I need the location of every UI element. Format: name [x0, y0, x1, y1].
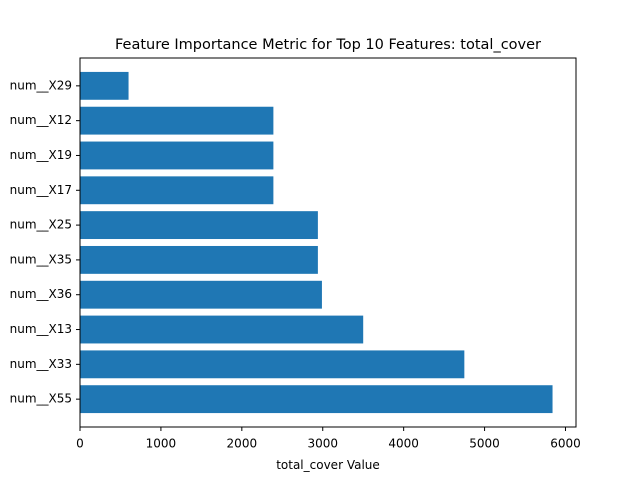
- x-tick-label: 6000: [550, 437, 581, 451]
- chart-title: Feature Importance Metric for Top 10 Fea…: [115, 37, 541, 53]
- x-tick-label: 1000: [146, 437, 177, 451]
- bar-num--x13: [80, 315, 364, 344]
- bar-num--x17: [80, 176, 274, 205]
- x-axis: 0 1000 2000 3000 4000 5000 6000: [76, 427, 581, 451]
- y-tick-label: num__X29: [10, 78, 72, 92]
- y-tick-label: num__X36: [10, 287, 72, 301]
- x-tick-label: 5000: [469, 437, 500, 451]
- bar-num--x12: [80, 106, 274, 135]
- y-tick-label: num__X25: [10, 218, 72, 232]
- x-tick-label: 0: [76, 437, 84, 451]
- x-axis-label: total_cover Value: [276, 458, 380, 472]
- y-tick-label: num__X17: [10, 183, 72, 197]
- x-tick-label: 3000: [307, 437, 338, 451]
- y-tick-label: num__X19: [10, 148, 72, 162]
- y-tick-label: num__X35: [10, 252, 72, 266]
- bar-num--x36: [80, 280, 322, 309]
- bar-num--x55: [80, 385, 553, 414]
- plot-frame: [79, 57, 577, 428]
- x-tick-label: 4000: [388, 437, 419, 451]
- bar-num--x33: [80, 350, 465, 379]
- bar-num--x19: [80, 141, 274, 170]
- bar-num--x25: [80, 211, 318, 240]
- y-tick-label: num__X12: [10, 113, 72, 127]
- x-tick-label: 2000: [227, 437, 258, 451]
- y-tick-label: num__X33: [10, 357, 72, 371]
- y-axis: num__X29 num__X12 num__X19 num__X17 num__X25…: [10, 78, 80, 406]
- bars-layer: [80, 71, 553, 414]
- y-tick-label: num__X55: [10, 392, 72, 406]
- bar-num--x35: [80, 245, 318, 274]
- bar-num--x29: [80, 71, 129, 100]
- y-tick-label: num__X13: [10, 322, 72, 336]
